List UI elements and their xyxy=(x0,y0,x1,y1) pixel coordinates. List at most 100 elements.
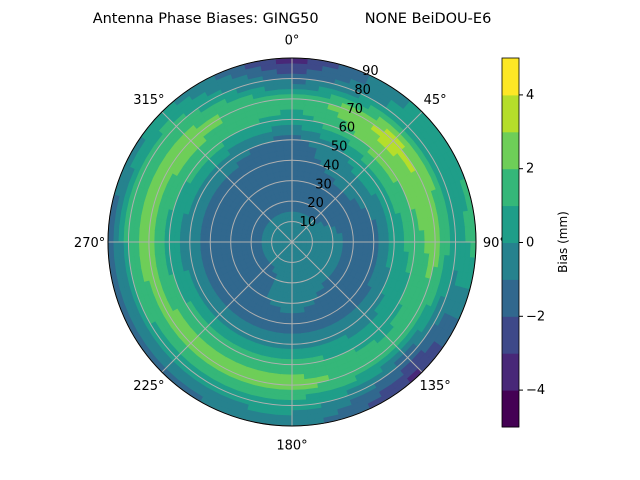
contour-cell xyxy=(459,241,467,258)
contour-cell xyxy=(174,241,181,253)
contour-cell xyxy=(291,394,307,401)
contour-cell xyxy=(283,149,293,156)
contour-cell xyxy=(285,170,293,177)
contour-cell xyxy=(291,302,299,309)
radial-tick-label: 50 xyxy=(331,140,348,155)
contour-cell xyxy=(280,108,293,116)
contour-cell xyxy=(235,241,242,248)
colorbar-band xyxy=(502,58,519,96)
colorbar-band xyxy=(502,205,519,243)
contour-cell xyxy=(388,241,395,252)
contour-cell xyxy=(284,159,293,166)
polar-grid xyxy=(107,57,477,427)
contour-cell xyxy=(291,282,297,289)
contour-cell xyxy=(336,232,344,239)
contour-cell xyxy=(287,195,293,202)
contour-cell xyxy=(250,241,257,246)
contour-cell xyxy=(204,241,211,250)
contour-cell xyxy=(403,241,410,253)
contour-cell xyxy=(204,234,211,243)
contour-cell xyxy=(347,236,354,243)
radial-tick-label: 30 xyxy=(315,177,332,192)
contour-cell xyxy=(235,236,242,243)
contour-cell xyxy=(291,374,305,381)
contour-cell xyxy=(282,139,293,146)
angular-gridline xyxy=(161,111,293,243)
contour-cell xyxy=(225,241,232,249)
colorbar-band xyxy=(502,353,519,391)
contour-cell xyxy=(288,200,293,207)
radial-tick-label: 90 xyxy=(362,64,379,79)
contour-cell xyxy=(291,170,299,177)
contour-cell xyxy=(277,394,293,401)
contour-cell xyxy=(277,83,293,90)
contour-cell xyxy=(444,227,451,243)
contour-cell xyxy=(215,241,222,250)
angular-tick-label: 315° xyxy=(133,93,164,108)
contour-cell xyxy=(283,328,293,335)
contour-cell xyxy=(291,353,303,360)
contour-cell xyxy=(327,238,334,243)
contour-cell xyxy=(240,241,247,247)
contour-cell xyxy=(291,108,304,116)
contour-cell xyxy=(342,231,349,238)
contour-cell xyxy=(133,227,140,243)
contour-cell xyxy=(296,292,303,299)
colorbar-band xyxy=(502,131,519,170)
radial-tick-label: 70 xyxy=(346,102,363,117)
angular-gridline xyxy=(291,241,423,373)
contour-cell xyxy=(291,338,302,345)
radial-tick-label: 10 xyxy=(300,215,317,230)
contour-cell xyxy=(284,323,293,330)
contour-cell xyxy=(194,241,201,251)
contour-cell xyxy=(285,307,293,314)
contour-cell xyxy=(281,185,288,192)
colorbar-band xyxy=(502,94,519,133)
contour-cell xyxy=(291,368,304,376)
contour-cell xyxy=(179,241,186,253)
contour-cell xyxy=(117,226,125,243)
contour-cell xyxy=(133,241,140,257)
contour-cell xyxy=(291,333,301,340)
angular-gridline xyxy=(291,111,423,243)
colorbar-band xyxy=(502,316,519,354)
contour-cell xyxy=(283,144,293,151)
contour-cell xyxy=(291,297,298,304)
contour-cell xyxy=(209,234,216,243)
contour-cell xyxy=(280,368,293,376)
contour-cell xyxy=(291,389,306,396)
contour-cell xyxy=(230,241,237,248)
contour-cell xyxy=(285,175,293,182)
contour-cell xyxy=(342,236,349,243)
contour-cell xyxy=(286,185,293,192)
contour-cell xyxy=(281,129,293,136)
contour-cell xyxy=(279,374,293,381)
contour-cell xyxy=(352,241,359,249)
contour-cell xyxy=(282,338,293,345)
contour-cell xyxy=(295,286,302,294)
contour-cell xyxy=(291,277,296,284)
contour-cell xyxy=(158,241,166,254)
radial-tick-label: 60 xyxy=(339,121,356,136)
contour-cell xyxy=(174,231,181,243)
angular-tick-label: 90° xyxy=(483,236,506,251)
contour-cell xyxy=(220,241,227,249)
contour-cell xyxy=(291,287,297,294)
contour-cell xyxy=(281,353,293,360)
contour-cell xyxy=(215,234,222,243)
contour-cell xyxy=(332,237,339,243)
chart-title: Antenna Phase Biases: GING50 NONE BeiDOU… xyxy=(93,11,492,27)
contour-cell xyxy=(291,88,306,95)
contour-cell xyxy=(179,231,186,243)
contour-cell xyxy=(278,88,293,95)
contour-cell xyxy=(424,229,431,243)
contour-cell xyxy=(291,139,302,146)
angular-tick-label: 45° xyxy=(424,93,447,108)
contour-cell xyxy=(424,241,431,255)
contour-cell xyxy=(153,229,160,243)
colorbar-label: Bias (mm) xyxy=(556,211,570,273)
contour-cell xyxy=(284,312,293,319)
angular-tick-label: 135° xyxy=(419,379,450,394)
contour-cell xyxy=(459,226,467,243)
